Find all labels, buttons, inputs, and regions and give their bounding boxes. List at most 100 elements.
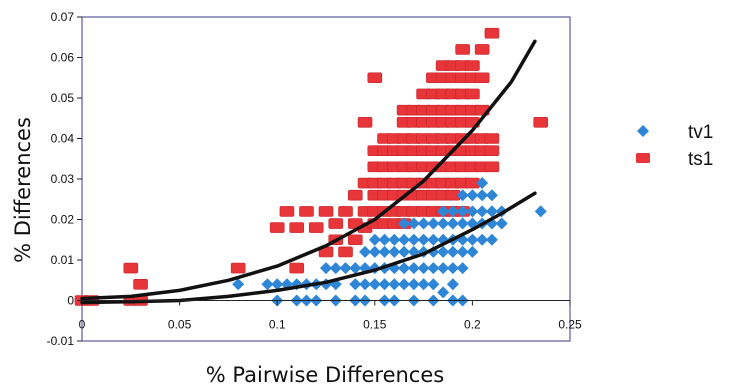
y-axis-label: % Differences bbox=[11, 117, 35, 263]
data-point bbox=[534, 205, 547, 218]
data-point bbox=[427, 233, 440, 246]
data-point bbox=[437, 205, 450, 218]
data-point bbox=[446, 278, 459, 291]
data-point bbox=[279, 206, 295, 217]
y-tick-label: 0.02 bbox=[51, 213, 75, 227]
data-point bbox=[474, 44, 490, 55]
data-point bbox=[466, 189, 479, 202]
data-point bbox=[368, 245, 381, 258]
data-point bbox=[347, 234, 363, 246]
data-point bbox=[398, 233, 411, 246]
data-point bbox=[533, 117, 549, 128]
data-point bbox=[465, 88, 480, 100]
data-point bbox=[261, 278, 274, 291]
x-axis: 0 0.05 0.1 0.15 0.2 0.25 bbox=[79, 300, 582, 332]
data-point bbox=[407, 233, 420, 246]
data-point bbox=[466, 245, 479, 258]
y-axis: -0.01 0 0.01 0.02 0.03 0.04 0.05 0.06 0.07 bbox=[47, 10, 570, 348]
data-point bbox=[299, 206, 314, 217]
data-point bbox=[456, 189, 469, 202]
data-point bbox=[485, 233, 498, 246]
data-point bbox=[388, 278, 401, 291]
data-point bbox=[357, 117, 373, 128]
data-point bbox=[378, 278, 391, 291]
y-tick-label: 0.04 bbox=[51, 132, 75, 146]
data-point bbox=[437, 286, 450, 299]
data-point bbox=[289, 222, 305, 233]
data-point bbox=[388, 245, 401, 258]
data-point bbox=[407, 278, 420, 291]
data-point bbox=[455, 44, 470, 55]
data-point bbox=[378, 233, 391, 246]
data-point bbox=[446, 245, 459, 258]
data-point bbox=[417, 262, 430, 275]
data-point bbox=[476, 233, 489, 246]
x-axis-label: % Pairwise Differences bbox=[206, 363, 444, 387]
data-point bbox=[484, 145, 500, 156]
data-point bbox=[347, 189, 363, 201]
data-point bbox=[446, 217, 459, 230]
data-point bbox=[338, 206, 353, 217]
data-point bbox=[456, 245, 469, 258]
y-tick-label: 0 bbox=[67, 294, 74, 308]
legend-item-tv1: tv1 bbox=[637, 122, 713, 143]
data-point bbox=[456, 217, 469, 230]
data-point bbox=[427, 217, 440, 230]
x-tick-label: 0.25 bbox=[558, 318, 582, 332]
points-layer bbox=[74, 27, 549, 307]
data-point bbox=[368, 278, 381, 291]
data-point bbox=[398, 262, 411, 275]
data-point bbox=[465, 60, 480, 71]
data-point bbox=[446, 205, 459, 218]
data-point bbox=[320, 262, 332, 275]
data-point bbox=[359, 245, 372, 258]
data-point bbox=[329, 262, 342, 275]
data-point bbox=[474, 72, 490, 84]
data-point bbox=[133, 278, 148, 290]
data-point bbox=[349, 278, 362, 291]
data-point bbox=[368, 233, 381, 246]
x-tick-label: 0.2 bbox=[464, 318, 481, 332]
y-tick-label: 0.07 bbox=[51, 10, 75, 24]
data-point bbox=[484, 161, 500, 173]
y-tick-label: -0.01 bbox=[47, 334, 75, 348]
data-point bbox=[437, 245, 450, 258]
data-point bbox=[232, 278, 245, 291]
y-tick-label: 0.01 bbox=[51, 253, 75, 267]
data-point bbox=[417, 278, 430, 291]
x-tick-label: 0 bbox=[79, 318, 86, 332]
data-point bbox=[466, 205, 479, 218]
data-point bbox=[349, 262, 362, 275]
data-point bbox=[367, 72, 383, 84]
data-point bbox=[484, 133, 500, 144]
legend-marker bbox=[637, 125, 649, 137]
legend-marker bbox=[636, 153, 650, 163]
data-point bbox=[398, 245, 411, 258]
data-point bbox=[230, 262, 246, 274]
x-tick-label: 0.05 bbox=[168, 318, 192, 332]
data-point bbox=[495, 217, 508, 230]
data-point bbox=[485, 205, 498, 218]
x-tick-label: 0.1 bbox=[269, 318, 286, 332]
data-point bbox=[289, 262, 305, 274]
data-point bbox=[485, 189, 498, 202]
legend-label: tv1 bbox=[688, 122, 713, 143]
data-point bbox=[328, 218, 344, 229]
data-point bbox=[339, 262, 352, 275]
data-point bbox=[388, 233, 401, 246]
trendline-ts1 bbox=[80, 39, 537, 301]
data-point bbox=[271, 278, 284, 291]
data-point bbox=[446, 262, 459, 275]
data-point bbox=[417, 217, 430, 230]
data-point bbox=[456, 262, 469, 275]
data-point bbox=[407, 217, 420, 230]
data-point bbox=[484, 27, 500, 39]
y-tick-label: 0.06 bbox=[51, 51, 75, 65]
data-point bbox=[318, 206, 334, 217]
data-point bbox=[476, 189, 489, 202]
data-point bbox=[466, 233, 479, 246]
data-point bbox=[308, 222, 324, 233]
data-point bbox=[123, 262, 139, 274]
